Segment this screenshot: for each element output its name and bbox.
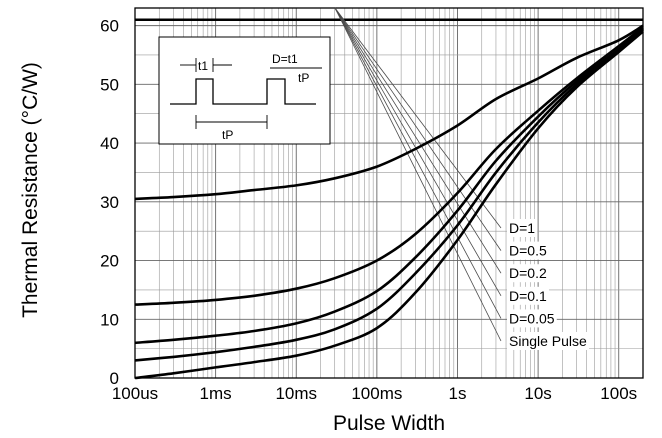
inset-tp-label: tP <box>222 128 233 142</box>
inset-formula-denominator: tP <box>298 71 309 85</box>
legend-label-bg <box>507 241 549 260</box>
legend-label: D=1 <box>509 220 535 236</box>
leader-line <box>334 7 502 274</box>
leader-line <box>334 7 502 342</box>
x-tick-label: 100us <box>112 384 158 403</box>
y-tick-label: 50 <box>100 75 119 94</box>
legend: D=1 D=0.5 D=0.2 D=0.1 D=0.05 Single Pulse <box>507 219 590 350</box>
y-axis-ticks: 0 10 20 30 40 50 60 <box>100 17 119 388</box>
pulse-diagram-inset: t1 tP D=t1 tP <box>158 36 331 145</box>
legend-label: D=0.2 <box>509 265 547 281</box>
leader-line <box>334 7 502 229</box>
x-axis-ticks: 100us 1ms 10ms 100ms 1s 10s 100s <box>112 384 637 403</box>
series-line <box>134 28 644 362</box>
x-tick-label: 10ms <box>275 384 317 403</box>
x-tick-label: 100ms <box>351 384 402 403</box>
legend-label: D=0.5 <box>509 243 547 259</box>
x-axis-title: Pulse Width <box>333 412 445 435</box>
x-tick-label: 10s <box>524 384 551 403</box>
y-tick-label: 20 <box>100 252 119 271</box>
legend-label-bg <box>507 286 549 305</box>
inset-box <box>158 36 331 145</box>
series-line <box>134 24 644 201</box>
y-tick-label: 0 <box>110 369 119 388</box>
x-tick-label: 100s <box>600 384 637 403</box>
legend-label: D=0.1 <box>509 288 547 304</box>
leader-line <box>334 7 502 319</box>
series-line <box>134 26 644 306</box>
y-tick-label: 30 <box>100 193 119 212</box>
legend-label-bg <box>507 219 538 237</box>
plot-frame <box>134 7 644 379</box>
series-line <box>134 27 644 345</box>
inset-t1-label: t1 <box>198 59 208 73</box>
leader-line <box>334 7 502 296</box>
x-tick-label: 1s <box>449 384 467 403</box>
pulse-waveform <box>170 78 316 105</box>
y-axis-title: Thermal Resistance (°C/W) <box>19 62 42 318</box>
y-tick-label: 60 <box>100 17 119 36</box>
leader-line <box>334 7 502 251</box>
legend-label: D=0.05 <box>509 310 555 326</box>
y-tick-label: 40 <box>100 134 119 153</box>
x-tick-label: 1ms <box>200 384 232 403</box>
inset-formula-numerator: D=t1 <box>272 52 298 66</box>
legend-label-bg <box>507 309 557 328</box>
series-curves <box>134 24 644 380</box>
legend-label: Single Pulse <box>509 333 587 349</box>
y-tick-label: 10 <box>100 310 119 329</box>
legend-label-bg <box>507 264 549 283</box>
legend-label-bg <box>507 332 590 350</box>
series-line <box>134 30 644 380</box>
